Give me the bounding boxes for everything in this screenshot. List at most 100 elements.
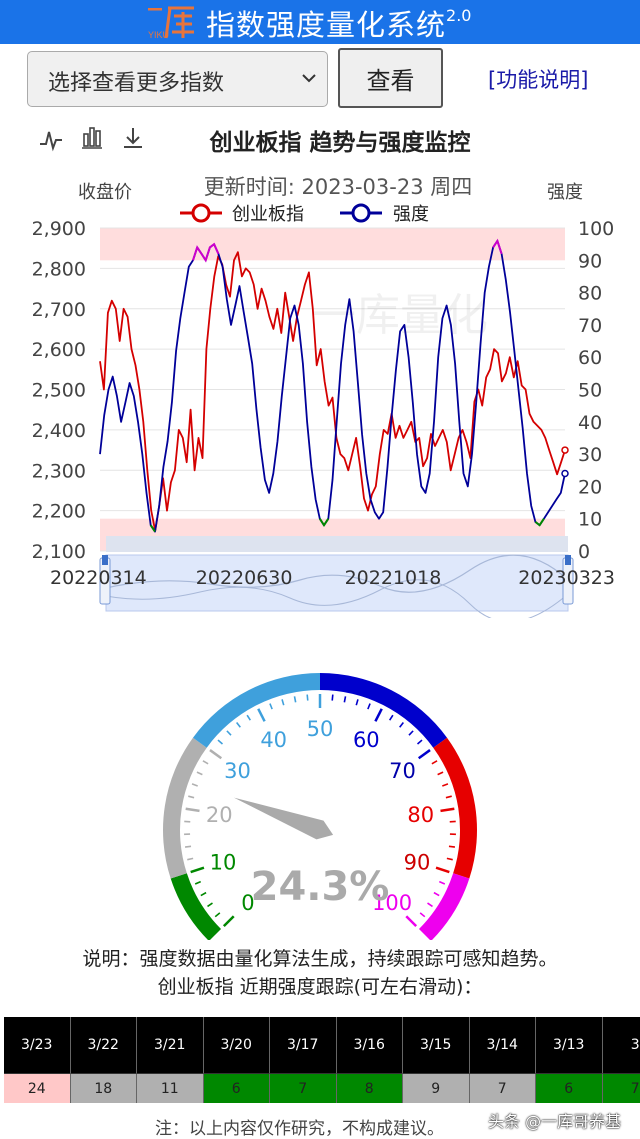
- disclaimer: 注：以上内容仅作研究，不构成建议。: [155, 1119, 444, 1139]
- right-tick-label: 0: [578, 541, 590, 563]
- gauge-inner-tick: [367, 703, 371, 710]
- data-zoom-slider[interactable]: [99, 536, 574, 618]
- strength-gauge: 010 20 30 40 50 60 70 80 90 100 24.3%: [163, 673, 477, 940]
- strength-zone-segment: [149, 524, 156, 533]
- gauge-inner-tick: [355, 699, 359, 706]
- gauge-inner-tick: [187, 857, 194, 861]
- gauge-label: 60: [353, 728, 380, 752]
- history-value: 9: [403, 1073, 470, 1103]
- gauge-segment-4: [433, 737, 477, 879]
- gauge-value: 24.3%: [251, 864, 390, 910]
- history-date: 3/17: [270, 1017, 337, 1073]
- x-tick-label: 20220630: [196, 567, 293, 589]
- gauge-inner-tick: [399, 722, 404, 728]
- logo-text: YIKU: [148, 30, 169, 40]
- history-date: 3/21: [137, 1017, 204, 1073]
- strength-line: [99, 240, 566, 533]
- gauge-inner-tick: [184, 845, 192, 848]
- history-title: 创业板指 近期强度跟踪(可左右滑动)：: [157, 976, 483, 998]
- gauge-inner-tick: [417, 749, 431, 760]
- index-last-point: [561, 446, 569, 454]
- gauge-inner-tick: [209, 749, 223, 760]
- gauge-inner-tick: [217, 739, 224, 745]
- history-date: 3/14: [469, 1017, 536, 1073]
- gauge-segment-0: [170, 873, 222, 940]
- gauge-inner-tick: [207, 902, 213, 908]
- gauge-label: 20: [206, 803, 233, 827]
- view-button[interactable]: 查看: [338, 48, 443, 108]
- strength-zone-segment: [318, 518, 330, 528]
- gauge-inner-tick: [214, 912, 221, 918]
- chart-update-time: 更新时间: 2023-03-23 周四: [204, 175, 472, 199]
- history-date: 3: [602, 1017, 640, 1073]
- left-tick-label: 2,300: [32, 460, 86, 482]
- history-date: 3/22: [70, 1017, 137, 1073]
- line-chart-icon[interactable]: [40, 131, 62, 152]
- history-value: 24: [4, 1073, 71, 1103]
- strength-last-point: [561, 469, 569, 478]
- index-select-value: 选择查看更多指数: [48, 71, 225, 96]
- right-tick-label: 90: [578, 250, 602, 272]
- right-tick-label: 100: [578, 218, 614, 240]
- gauge-inner-tick: [222, 915, 235, 928]
- gauge-inner-tick: [438, 880, 446, 885]
- trend-strength-chart: 创业板指 趋势与强度监控 收盘价 更新时间: 2023-03-23 周四 强度 …: [32, 127, 615, 618]
- gauge-needle: [233, 797, 334, 840]
- history-value: 6: [203, 1073, 270, 1103]
- gauge-inner-tick: [408, 730, 414, 736]
- gauge-inner-tick: [269, 703, 273, 710]
- strength-zone-segment: [192, 242, 220, 263]
- legend-label-index: 创业板指: [232, 204, 304, 225]
- gauge-segment-3: [320, 673, 448, 748]
- strength-history-table[interactable]: 3/23 3/22 3/21 3/20 3/17 3/16 3/15 3/14 3/13 3 24…: [4, 1017, 640, 1103]
- chevron-down-icon: [302, 74, 316, 83]
- left-tick-label: 2,700: [32, 299, 86, 321]
- history-value: 7: [270, 1073, 337, 1103]
- legend-item-index[interactable]: 创业板指: [180, 203, 304, 225]
- gauge-label: 80: [407, 803, 434, 827]
- gauge-inner-tick: [331, 694, 334, 701]
- series-layer: [99, 238, 569, 533]
- source-watermark: 头条 @一库哥养基: [488, 1112, 622, 1131]
- gauge-label: 50: [307, 717, 334, 741]
- gauge-inner-tick: [188, 795, 195, 799]
- gauge-inner-tick: [196, 771, 203, 776]
- left-tick-label: 2,500: [32, 380, 86, 402]
- gauge-inner-tick: [435, 866, 450, 874]
- gauge-pointer: [233, 797, 334, 840]
- gauge-inner-tick: [433, 891, 440, 897]
- gauge-label: 10: [210, 851, 237, 875]
- left-tick-label: 2,200: [32, 501, 86, 523]
- gauge-inner-tick: [405, 915, 418, 928]
- index-close-line: [99, 251, 566, 532]
- bar-chart-icon[interactable]: [82, 127, 102, 149]
- right-tick-label: 60: [578, 347, 602, 369]
- history-date: 3/13: [536, 1017, 603, 1073]
- gauge-inner-tick: [190, 866, 205, 874]
- gauge-inner-tick: [200, 891, 207, 897]
- left-tick-label: 2,600: [32, 339, 86, 361]
- reference-band-0: [100, 228, 565, 261]
- download-icon[interactable]: [124, 128, 142, 148]
- right-tick-label: 80: [578, 283, 602, 305]
- right-tick-label: 50: [578, 380, 602, 402]
- strength-zone-segment: [492, 238, 503, 255]
- gauge-label: 0: [241, 891, 254, 915]
- history-value: 7: [469, 1073, 536, 1103]
- right-axis-label: 强度: [547, 182, 583, 203]
- history-value: 18: [70, 1073, 137, 1103]
- gauge-inner-tick: [445, 795, 452, 799]
- gauge-inner-tick: [419, 912, 426, 918]
- help-link[interactable]: [功能说明]: [488, 68, 589, 92]
- legend-item-strength[interactable]: 强度: [340, 203, 429, 225]
- index-select[interactable]: 选择查看更多指数: [27, 51, 328, 107]
- history-value-row: 24 18 11 6 7 8 9 7 6 7: [4, 1073, 640, 1103]
- strength-zone-segment: [534, 518, 545, 527]
- history-date-row: 3/23 3/22 3/21 3/20 3/17 3/16 3/15 3/14 3/13 3: [4, 1017, 640, 1073]
- gauge-inner-tick: [194, 880, 202, 885]
- x-tick-label: 20221018: [345, 567, 442, 589]
- gauge-inner-tick: [246, 714, 252, 721]
- gauge-label: 70: [389, 759, 416, 783]
- left-tick-label: 2,400: [32, 420, 86, 442]
